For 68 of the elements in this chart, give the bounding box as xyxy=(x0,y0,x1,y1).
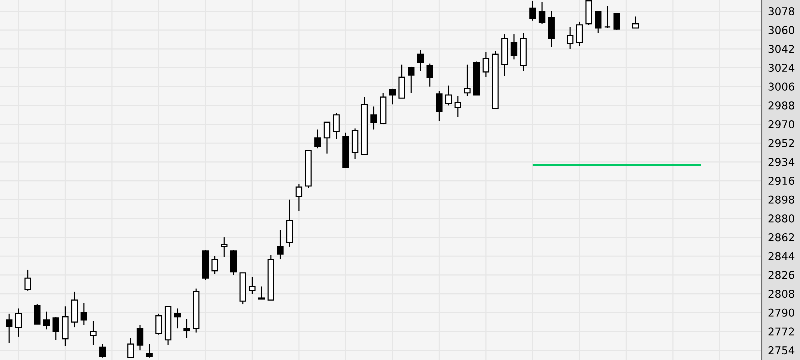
y-tick-label: 2970 xyxy=(768,120,794,129)
y-tick-label: 2952 xyxy=(768,139,794,148)
candlestick xyxy=(576,21,584,47)
candlestick xyxy=(230,250,238,276)
candlestick xyxy=(324,122,331,154)
candlestick xyxy=(34,304,41,325)
y-tick-label: 3042 xyxy=(768,45,794,54)
candlestick xyxy=(258,286,266,300)
y-tick-label: 2862 xyxy=(768,234,794,242)
candlestick xyxy=(52,316,60,341)
candlestick xyxy=(71,291,78,328)
y-tick-label: 2772 xyxy=(768,328,794,336)
y-tick-label: 2934 xyxy=(768,158,795,166)
y-tick-label: 2790 xyxy=(768,308,794,317)
y-tick-label: 2844 xyxy=(768,252,795,260)
y-tick-label: 2898 xyxy=(768,196,794,204)
candlestick xyxy=(333,112,340,140)
candlestick xyxy=(548,10,555,48)
candlestick xyxy=(100,344,106,358)
candlestick xyxy=(530,0,536,22)
candlestick xyxy=(249,276,256,295)
candlestick xyxy=(156,313,162,336)
candlestick xyxy=(417,50,424,72)
y-tick-label: 3006 xyxy=(768,82,794,91)
candlestick xyxy=(445,85,452,106)
candlestick xyxy=(184,318,190,339)
candlestick xyxy=(146,344,153,358)
candlestick xyxy=(454,96,462,118)
y-tick-label: 3078 xyxy=(768,7,794,16)
candlestick xyxy=(136,324,144,352)
candlestick xyxy=(80,302,88,326)
candlestick xyxy=(6,313,13,344)
candlestick xyxy=(510,34,518,60)
candlestick xyxy=(286,199,294,248)
y-tick-label: 2826 xyxy=(768,271,794,280)
candlestick xyxy=(43,311,50,330)
candlestick xyxy=(370,106,378,130)
candlestick xyxy=(277,230,284,260)
y-tick-label: 3024 xyxy=(768,64,795,72)
y-tick-label: 2754 xyxy=(768,346,795,355)
candlestick xyxy=(398,64,406,99)
y-tick-label: 2808 xyxy=(768,290,794,298)
candlestick xyxy=(62,306,69,347)
candlestick xyxy=(90,320,97,346)
candlestick xyxy=(464,64,471,97)
y-tick-label: 2916 xyxy=(768,176,794,186)
candlestick xyxy=(389,88,396,106)
candlestick xyxy=(538,2,546,25)
candlestick xyxy=(352,128,359,160)
y-tick-label: 3060 xyxy=(768,26,794,34)
candlestick xyxy=(436,90,443,122)
y-tick-label: 2988 xyxy=(768,102,794,110)
candlestick xyxy=(24,269,32,292)
candlestick xyxy=(426,63,434,88)
candlestick xyxy=(212,256,218,275)
candlestick xyxy=(614,13,620,31)
candlestick xyxy=(314,129,322,150)
candlestick xyxy=(296,184,303,212)
candlestick xyxy=(174,308,181,330)
candlestick xyxy=(632,16,640,29)
y-tick-label: 2880 xyxy=(768,214,794,223)
candlestick xyxy=(566,26,574,50)
candlestick xyxy=(15,308,22,338)
candlestick xyxy=(408,66,415,94)
candlestick xyxy=(221,237,228,258)
candlestick xyxy=(604,6,612,29)
candlestick xyxy=(595,10,602,34)
candlestick xyxy=(482,52,490,78)
